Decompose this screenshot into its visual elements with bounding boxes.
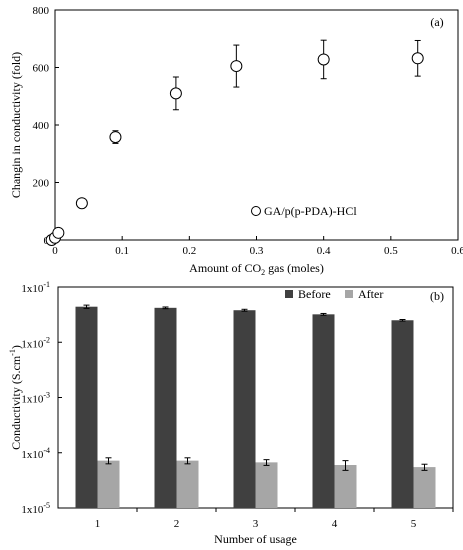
y-axis-title-b-suffix: ) (9, 345, 23, 349)
x-tick-label-b: 4 (332, 518, 338, 530)
y-tick-label-b: 1x10-5 (21, 501, 50, 516)
y-tick-label-b-base: 1x10 (21, 283, 44, 295)
x-tick-label-b: 1 (95, 518, 101, 530)
legend-marker-open-circle (252, 207, 261, 216)
y-tick-label-b: 1x10-3 (21, 391, 50, 406)
x-tick-label-a: 0.3 (250, 245, 264, 257)
plot-frame-a (55, 10, 458, 240)
legend-label-before: Before (298, 287, 331, 301)
y-tick-label-b-base: 1x10 (21, 394, 44, 406)
x-axis-title-a-prefix: Amount of CO (189, 261, 261, 275)
x-tick-label-a: 0.1 (115, 245, 129, 257)
y-tick-label-b-exponent: -5 (43, 501, 50, 510)
bar-after (414, 467, 436, 508)
y-tick-label-a: 400 (33, 120, 50, 132)
x-axis-title-a: Amount of CO2 gas (moles) (189, 261, 324, 277)
bar-before (234, 310, 256, 508)
legend-b: Before After (285, 287, 383, 301)
x-tick-label-a: 0.2 (182, 245, 196, 257)
y-tick-label-b: 1x10-2 (21, 335, 50, 350)
y-tick-label-b: 1x10-1 (21, 280, 50, 295)
panel-label-a: (a) (430, 15, 443, 29)
y-tick-label-b-exponent: -4 (43, 446, 50, 455)
data-point-a (53, 227, 64, 238)
x-tick-label-a: 0 (52, 245, 58, 257)
y-tick-label-b-base: 1x10 (21, 449, 44, 461)
y-axis-title-a: Changin in conductivity (fold) (9, 52, 23, 198)
bars-b (76, 307, 436, 508)
y-tick-label-b-exponent: -1 (43, 280, 50, 289)
legend-a: GA/p(p-PDA)-HCl (252, 204, 358, 218)
x-tick-label-b: 3 (253, 518, 259, 530)
y-tick-label-b-exponent: -3 (43, 391, 50, 400)
y-tick-label-b-base: 1x10 (21, 504, 44, 516)
y-axis-title-b-superscript: -1 (8, 349, 17, 356)
y-tick-label-a: 800 (33, 5, 50, 17)
x-tick-label-a: 0.6 (451, 245, 463, 257)
x-tick-label-a: 0.4 (317, 245, 331, 257)
y-axis-title-b-prefix: Conductivity (S.cm (9, 355, 23, 450)
y-tick-label-a: 600 (33, 63, 50, 75)
bar-after (98, 461, 120, 508)
panel-a-conductivity-vs-co2: 00.10.20.30.40.50.60200400600800 (a) GA/… (9, 5, 463, 277)
y-tick-label-b-base: 1x10 (21, 338, 44, 350)
bar-before (76, 307, 98, 508)
bar-after (256, 462, 278, 508)
bar-before (392, 320, 414, 508)
data-point-a (170, 88, 181, 99)
data-point-a (231, 61, 242, 72)
legend-swatch-after (345, 290, 353, 298)
y-tick-label-b: 1x10-4 (21, 446, 50, 461)
y-tick-label-b-exponent: -2 (43, 335, 50, 344)
x-axis-title-b: Number of usage (214, 532, 297, 546)
data-point-a (110, 132, 121, 143)
x-axis-title-a-suffix: gas (moles) (265, 261, 324, 275)
bar-before (155, 308, 177, 508)
x-tick-label-b: 5 (411, 518, 417, 530)
x-tick-label-b: 2 (174, 518, 180, 530)
legend-swatch-before (285, 290, 293, 298)
axes-a: 00.10.20.30.40.50.60200400600800 (33, 5, 463, 257)
bar-after (177, 461, 199, 508)
y-tick-label-a: 200 (33, 178, 50, 190)
data-points-a (46, 53, 423, 246)
bar-before (313, 314, 335, 508)
data-point-a (318, 54, 329, 65)
x-tick-label-a: 0.5 (384, 245, 398, 257)
legend-label-after: After (358, 287, 383, 301)
bar-after (335, 465, 357, 508)
data-point-a (76, 198, 87, 209)
data-point-a (412, 53, 423, 64)
panel-label-b: (b) (430, 289, 444, 303)
legend-label-series: GA/p(p-PDA)-HCl (264, 204, 357, 218)
y-axis-title-b: Conductivity (S.cm-1) (8, 345, 23, 450)
